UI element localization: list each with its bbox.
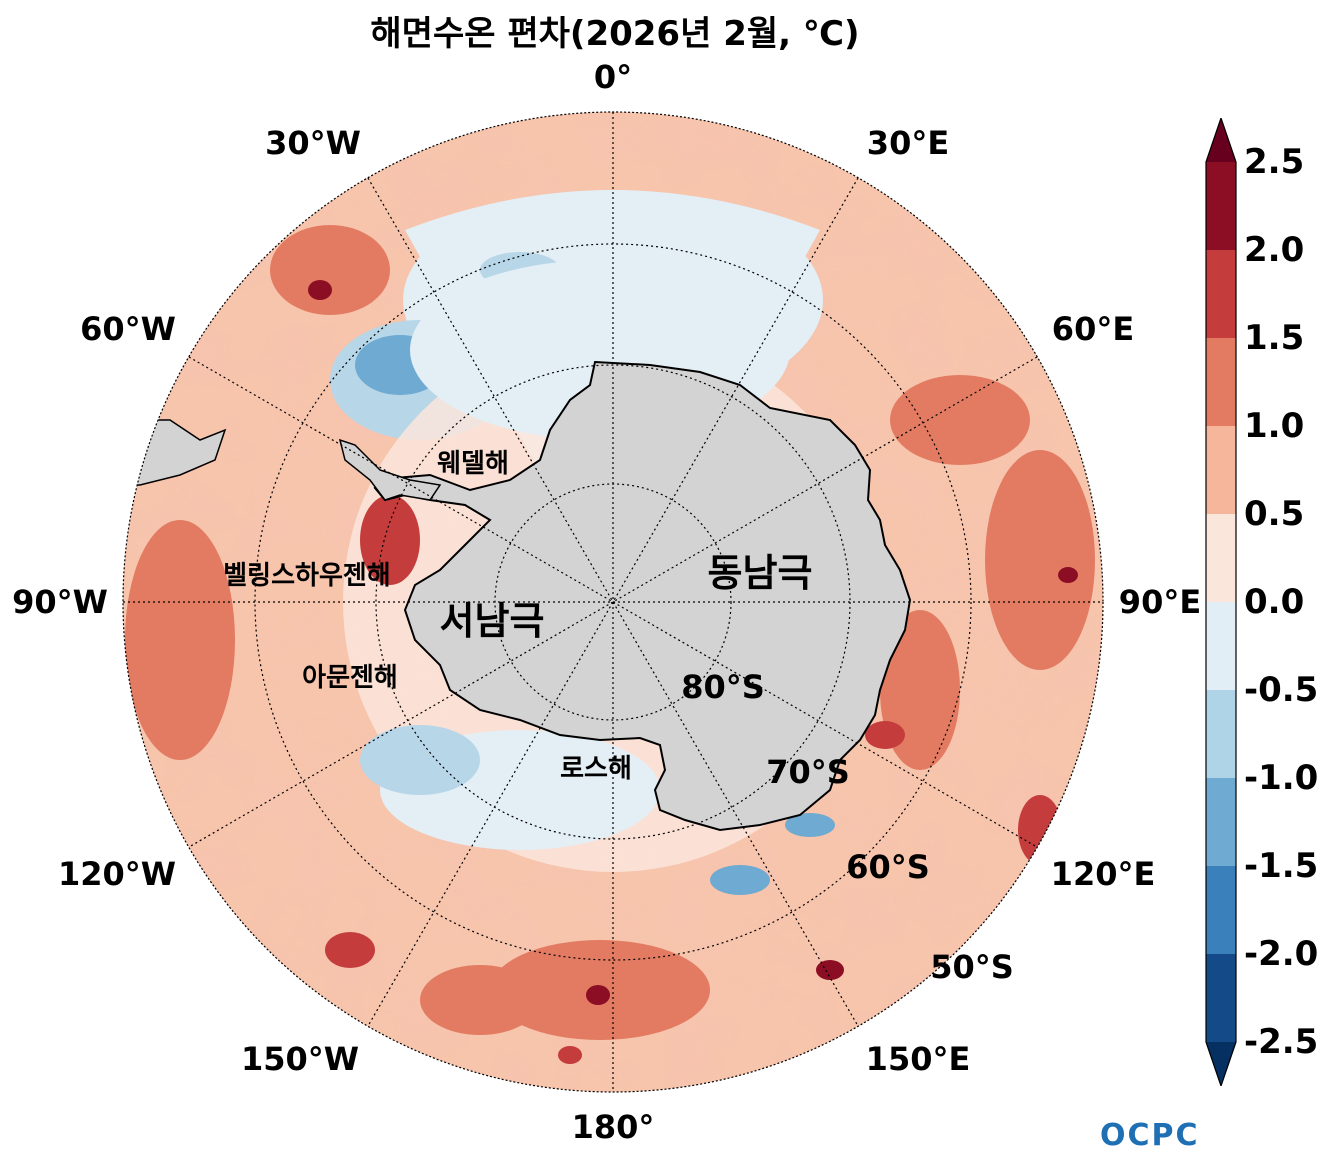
lon-label-120e: 120°E <box>1051 855 1156 893</box>
colorbar-band <box>1206 778 1236 867</box>
colorbar-segments <box>1206 118 1236 1086</box>
region-label-bellingshausen: 벨링스하우젠해 <box>223 561 390 591</box>
colorbar-tick-label: 1.5 <box>1244 318 1305 358</box>
lon-label-120w: 120°W <box>58 855 176 893</box>
colorbar-tick-label: 0.0 <box>1244 582 1305 622</box>
colorbar-extend-bottom <box>1206 1042 1236 1086</box>
colorbar-tick-label: -1.5 <box>1244 846 1319 886</box>
colorbar-band <box>1206 514 1236 603</box>
lon-label-60w: 60°W <box>80 310 176 348</box>
colorbar-band <box>1206 602 1236 691</box>
lat-label-80s: 80°S <box>681 668 765 706</box>
lon-label-60e: 60°E <box>1052 310 1134 348</box>
colorbar-band <box>1206 954 1236 1043</box>
colorbar-extend-top <box>1206 118 1236 162</box>
colorbar-band <box>1206 690 1236 779</box>
colorbar-tick-label: -2.5 <box>1244 1022 1319 1062</box>
region-label-west-antarctica: 서남극 <box>440 599 545 643</box>
colorbar-tick-label: 0.5 <box>1244 494 1305 534</box>
colorbar-band <box>1206 866 1236 955</box>
colorbar <box>1205 118 1237 1086</box>
colorbar-tick-label: 1.0 <box>1244 406 1305 446</box>
latitude-circle-80s <box>494 483 732 721</box>
lat-label-50s: 50°S <box>930 948 1014 986</box>
region-label-ross: 로스해 <box>560 754 632 784</box>
colorbar-band <box>1206 426 1236 515</box>
latitude-circle-70s <box>375 364 851 840</box>
antarctica-landmass <box>373 360 912 832</box>
lon-label-180: 180° <box>572 1108 655 1146</box>
colorbar-tick-label: 2.0 <box>1244 230 1305 270</box>
lat-label-70s: 70°S <box>766 753 850 791</box>
lon-label-30w: 30°W <box>265 124 361 162</box>
region-label-amundsen: 아문젠해 <box>302 663 398 693</box>
lon-label-90w: 90°W <box>12 583 108 621</box>
lat-label-60s: 60°S <box>846 848 930 886</box>
colorbar-band <box>1206 338 1236 427</box>
map-boundary <box>122 111 1104 1093</box>
colorbar-band <box>1206 250 1236 339</box>
colorbar-tick-label: 2.5 <box>1244 142 1305 182</box>
graticule <box>123 112 1103 1092</box>
colorbar-tick-label: -1.0 <box>1244 758 1319 798</box>
region-label-east-antarctica: 동남극 <box>708 551 813 595</box>
lon-label-0: 0° <box>594 58 632 96</box>
colorbar-tick-label: -0.5 <box>1244 670 1319 710</box>
region-label-weddell: 웨델해 <box>437 449 509 479</box>
lon-label-150e: 150°E <box>866 1040 971 1078</box>
antarctic-peninsula <box>338 438 442 501</box>
lon-label-150w: 150°W <box>241 1040 359 1078</box>
colorbar-tick-label: -2.0 <box>1244 934 1319 974</box>
colorbar-outline <box>1205 118 1237 1086</box>
ocpc-logo: OCPC <box>1100 1118 1200 1153</box>
lon-label-90e: 90°E <box>1119 583 1201 621</box>
lon-label-30e: 30°E <box>867 124 949 162</box>
colorbar-band <box>1206 162 1236 251</box>
latitude-circle-60s <box>254 243 972 961</box>
map-title: 해면수온 편차(2026년 2월, ℃) <box>370 14 860 54</box>
